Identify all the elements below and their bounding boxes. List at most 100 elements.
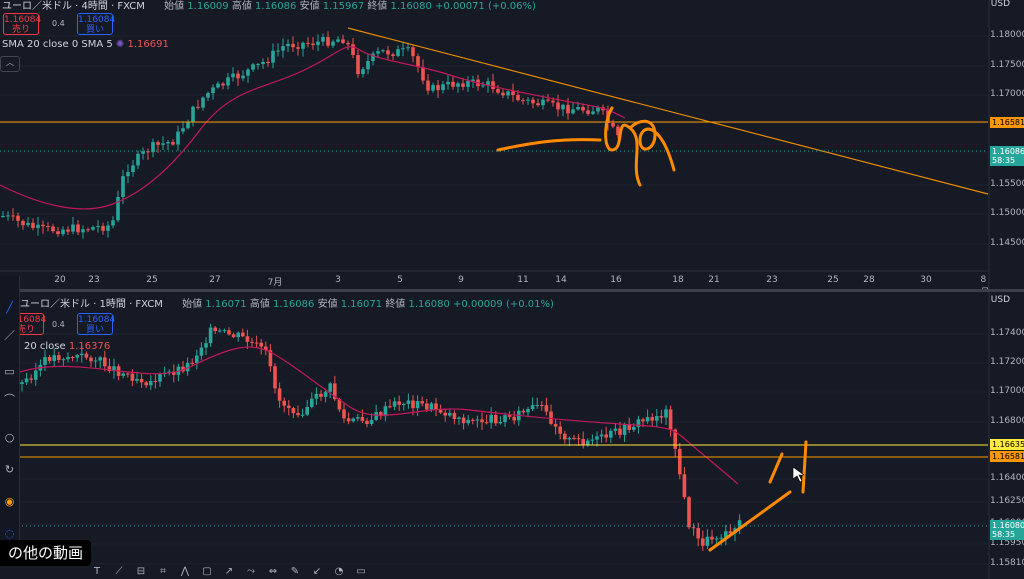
curve-icon[interactable]: ⌒	[4, 393, 15, 406]
rectangle-icon[interactable]: ▭	[4, 365, 15, 378]
bottom-indicator-legend[interactable]: 20 close 1.16376	[24, 341, 110, 352]
top-candle-body	[121, 176, 125, 197]
bottom-candle-body	[273, 366, 277, 389]
bottom-candle-body	[604, 434, 608, 438]
bottom-buy-button[interactable]: 1.16084 買い	[77, 313, 115, 335]
bottom-candle-body	[659, 416, 664, 418]
collapse-legend-button[interactable]: ︿	[0, 56, 20, 72]
bottom-candle-body	[383, 406, 388, 417]
bottom-current-price-tag: 1.16080 58:35	[990, 520, 1024, 540]
bottom-candle-body	[540, 404, 544, 406]
top-date-label: 28	[863, 275, 875, 285]
eraser-icon[interactable]: ◌	[4, 527, 15, 540]
bottom-candle-body	[406, 400, 411, 404]
top-indicator-legend[interactable]: SMA 20 close 0 SMA 5 ✺ 1.16691	[2, 39, 169, 50]
top-candle-body	[551, 100, 555, 103]
top-date-label: 30	[920, 275, 932, 285]
bottom-chart-pane[interactable]: ユーロ／米ドル · 1時間 · FXCM 始値 1.16071 高値 1.160…	[0, 292, 1024, 579]
top-candle-body	[31, 222, 35, 228]
bottom-candle-body	[47, 356, 52, 362]
ray-icon[interactable]: ↙	[312, 566, 322, 577]
fib-icon[interactable]: ⊟	[136, 566, 146, 577]
pane-divider[interactable]	[0, 289, 1024, 292]
bottom-candle-body	[346, 418, 351, 422]
top-candle-body	[131, 165, 135, 173]
top-candle-body	[76, 224, 80, 233]
gauge-icon[interactable]: ◔	[334, 566, 344, 577]
top-buy-button[interactable]: 1.16084 買い	[77, 13, 115, 35]
top-sell-price: 1.16084	[4, 15, 42, 25]
top-current-price: 1.16086	[992, 147, 1024, 156]
bottom-candle-body	[668, 409, 673, 430]
top-candle-body	[26, 222, 30, 226]
text-icon[interactable]: T	[93, 566, 101, 577]
top-candle-body	[141, 151, 145, 154]
top-high-label: 高値	[231, 1, 252, 12]
top-candle-body	[306, 42, 310, 44]
ruler-icon[interactable]: ▭	[356, 566, 366, 577]
top-candle-body	[56, 231, 60, 235]
zigzag-icon[interactable]: ⋀	[180, 566, 190, 577]
bottom-candle-body	[558, 426, 562, 434]
arrow-icon[interactable]: ↗	[224, 566, 234, 577]
top-candle-body	[171, 141, 175, 145]
top-candle-body	[256, 64, 260, 66]
bottom-level-tag-orange: 1.16581	[990, 451, 1024, 462]
pencil-icon[interactable]: ╱	[6, 301, 13, 314]
bottom-candle-body	[678, 448, 682, 475]
bottom-candle-body	[576, 438, 581, 440]
trendline-icon[interactable]: ⟋	[115, 566, 123, 577]
top-candle-body	[436, 85, 440, 91]
top-date-label: 21	[708, 275, 720, 285]
top-buy-label: 買い	[85, 25, 104, 35]
path-icon[interactable]: ⤳	[247, 566, 255, 577]
bottom-candle-body	[323, 391, 328, 397]
bottom-low-value: 1.16071	[340, 299, 383, 310]
bottom-candle-body	[655, 416, 659, 421]
bottom-candle-body	[498, 422, 503, 424]
bottom-candle-body	[379, 412, 383, 417]
top-candle-body	[596, 107, 600, 112]
top-candle-body	[531, 99, 535, 104]
top-symbol-title[interactable]: ユーロ／米ドル · 4時間 · FXCM	[2, 1, 145, 12]
top-candle-body	[216, 83, 220, 88]
palette-icon[interactable]: ◉	[4, 495, 15, 508]
top-candle-body	[101, 226, 105, 231]
bottom-candle-body	[314, 393, 319, 399]
bottom-candle-body	[277, 388, 282, 401]
bottom-close-label: 終値	[385, 299, 406, 310]
top-chart-pane[interactable]: ユーロ／米ドル · 4時間 · FXCM 始値 1.16009 高値 1.160…	[0, 0, 1024, 298]
bottom-high-value: 1.16086	[273, 299, 315, 310]
bottom-candle-body	[185, 362, 190, 372]
bottom-chart-canvas[interactable]	[0, 292, 1024, 579]
top-sell-button[interactable]: 1.16084 売り	[3, 13, 42, 35]
bottom-sell-price: 1.16084	[9, 315, 47, 325]
brush-icon[interactable]: ✎	[290, 566, 300, 577]
top-candle-body	[581, 106, 585, 111]
bottom-candle-body	[710, 536, 714, 540]
top-price-label: 1.15000	[990, 208, 1024, 218]
line-icon[interactable]: ／	[4, 329, 15, 342]
top-candle-body	[116, 196, 120, 221]
bottom-candle-body	[222, 330, 227, 332]
top-candle-body	[426, 80, 430, 91]
bottom-candle-body	[471, 419, 475, 421]
bottom-candle-body	[103, 357, 107, 367]
rect-tool-icon[interactable]: ▢	[202, 566, 212, 577]
top-chart-canvas[interactable]	[0, 0, 1024, 290]
magnet-icon[interactable]: ↻	[4, 463, 15, 476]
frame-icon[interactable]: ⌗	[160, 566, 166, 577]
bottom-symbol-title[interactable]: ユーロ／米ドル · 1時間 · FXCM	[20, 299, 163, 310]
bottom-candle-body	[563, 433, 567, 440]
more-videos-caption[interactable]: の他の動画	[0, 540, 92, 566]
top-candle-body	[231, 73, 235, 78]
settings-icon[interactable]: ✺	[115, 39, 125, 50]
circle-icon[interactable]: ○	[4, 431, 15, 444]
measure-icon[interactable]: ⇔	[268, 566, 278, 577]
bottom-candle-body	[93, 360, 98, 362]
bottom-candle-body	[461, 417, 466, 424]
top-date-axis[interactable]: 202325277月3591114161821232528308月	[0, 275, 989, 298]
top-candle-body	[236, 73, 240, 79]
top-candle-body	[386, 50, 390, 55]
top-candle-body	[391, 54, 395, 57]
